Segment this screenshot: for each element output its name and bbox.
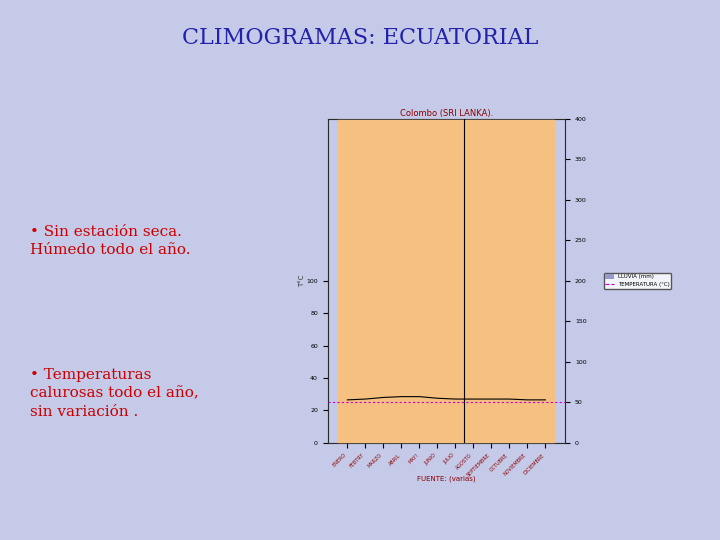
Title: Colombo (SRI LANKA).: Colombo (SRI LANKA). bbox=[400, 109, 493, 118]
Legend: LLUVIA (mm), TEMPERATURA (°C): LLUVIA (mm), TEMPERATURA (°C) bbox=[603, 273, 672, 289]
Bar bbox=[538, 323, 553, 443]
Bar bbox=[448, 333, 463, 443]
Text: • Temperaturas
calurosas todo el año,
sin variación .: • Temperaturas calurosas todo el año, si… bbox=[30, 368, 199, 419]
Bar bbox=[340, 370, 355, 443]
Bar bbox=[484, 313, 499, 443]
Bar bbox=[466, 354, 481, 443]
Text: CLIMOGRAMAS: ECUATORIAL: CLIMOGRAMAS: ECUATORIAL bbox=[182, 27, 538, 49]
Bar bbox=[502, 161, 517, 443]
Text: FUENTE: (varias): FUENTE: (varias) bbox=[417, 476, 476, 482]
Y-axis label: T°C: T°C bbox=[299, 274, 305, 287]
Bar bbox=[376, 323, 391, 443]
Bar bbox=[430, 298, 445, 443]
Bar bbox=[394, 255, 409, 443]
Bar bbox=[358, 387, 373, 443]
Text: • Sin estación seca.
Húmedo todo el año.: • Sin estación seca. Húmedo todo el año. bbox=[30, 225, 191, 257]
Bar bbox=[520, 187, 535, 443]
Bar bbox=[412, 142, 427, 443]
